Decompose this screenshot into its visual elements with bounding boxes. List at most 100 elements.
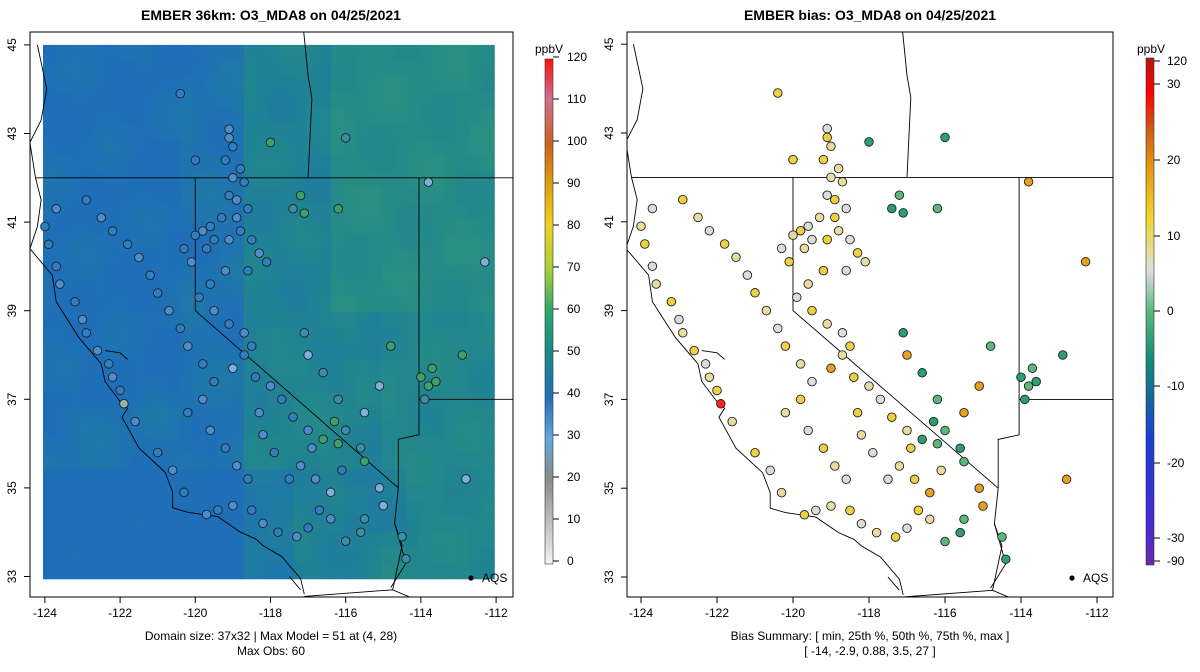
bias-point	[841, 265, 851, 276]
bias-point	[830, 212, 840, 223]
bias-point	[776, 243, 787, 254]
obs-point	[397, 531, 407, 542]
bias-point	[674, 314, 684, 325]
obs-point	[333, 204, 343, 214]
bias-point	[799, 243, 810, 254]
colorbar-tick-label: 10	[567, 512, 581, 526]
obs-point	[220, 443, 231, 453]
obs-point	[273, 527, 283, 537]
x-axis-left: -124 -122 -120 -118 -116 -114 -112	[33, 597, 508, 620]
bias-point	[704, 372, 715, 382]
bias-point	[784, 257, 794, 267]
obs-point	[134, 252, 144, 263]
obs-point	[265, 137, 276, 148]
obs-point	[77, 314, 88, 325]
bias-point	[716, 399, 726, 409]
x-tick-label: -124	[629, 606, 653, 620]
bias-point	[883, 474, 893, 485]
bias-point	[841, 203, 851, 214]
obs-point	[307, 443, 317, 453]
bias-point	[803, 221, 813, 231]
bias-point	[636, 221, 646, 231]
obs-point	[205, 425, 216, 436]
obs-point	[122, 239, 133, 250]
obs-point	[284, 474, 295, 484]
x-tick-label: -114	[1009, 606, 1032, 620]
y-tick-label: 37	[602, 392, 616, 406]
colorbar-right: ppbV 120 30 20 10 0 -10 -20 -30 -90	[1137, 42, 1187, 568]
x-tick-label: -120	[183, 606, 207, 620]
bias-point	[894, 190, 905, 200]
state-boundary	[792, 177, 999, 489]
obs-point	[303, 350, 313, 360]
obs-point	[81, 195, 92, 205]
bias-point	[822, 319, 832, 329]
obs-point	[130, 416, 140, 427]
bias-point	[1016, 372, 1026, 382]
obs-point	[431, 376, 441, 387]
bias-point	[898, 328, 908, 338]
obs-point	[265, 381, 276, 391]
obs-point	[480, 257, 490, 267]
bias-point	[803, 425, 813, 436]
bias-point	[822, 190, 832, 200]
bias-point	[955, 443, 965, 453]
bias-point	[940, 425, 950, 436]
shoreline-detail	[288, 576, 301, 591]
obs-point	[254, 407, 264, 418]
obs-point	[243, 204, 253, 214]
bias-point	[959, 456, 969, 467]
obs-point	[355, 527, 366, 537]
obs-point	[81, 328, 92, 338]
obs-point	[239, 177, 249, 187]
plot-frame-right	[626, 31, 1114, 598]
obs-point	[164, 305, 174, 316]
bias-point	[1080, 257, 1091, 267]
state-boundary	[304, 589, 411, 597]
bias-point	[826, 363, 836, 374]
obs-point	[55, 279, 65, 289]
obs-point	[183, 407, 193, 418]
bias-point	[773, 88, 783, 98]
bias-point	[818, 443, 829, 453]
y-tick-label: 41	[5, 215, 19, 229]
bias-point	[959, 407, 969, 418]
x-tick-label: -122	[705, 606, 729, 620]
bias-point	[925, 514, 935, 525]
y-tick-label: 33	[5, 570, 19, 584]
obs-point	[104, 359, 114, 369]
bias-point	[936, 465, 946, 476]
colorbar-tick-label: 60	[567, 302, 581, 316]
colorbar-tick-label: 40	[567, 386, 581, 400]
obs-point	[145, 270, 155, 281]
obs-point	[419, 394, 430, 405]
y-tick-label: 39	[602, 304, 616, 318]
obs-point	[209, 305, 219, 316]
obs-point	[239, 328, 249, 338]
colorbar-tick-label: -90	[1167, 554, 1185, 568]
colorbar-tick-label: 120	[1167, 54, 1187, 68]
obs-point	[209, 376, 219, 387]
obs-point	[386, 341, 396, 351]
obs-point	[329, 416, 340, 427]
bias-point	[894, 461, 905, 471]
right-title: EMBER bias: O3_MDA8 on 04/25/2021	[744, 7, 996, 23]
footer-left-line2: Max Obs: 60	[237, 644, 305, 658]
y-tick-label: 43	[602, 126, 616, 140]
obs-point	[51, 261, 61, 272]
obs-point	[374, 483, 385, 493]
obs-point	[186, 257, 197, 267]
obs-point	[198, 394, 208, 405]
bias-point	[849, 372, 859, 382]
bias-point	[841, 474, 851, 485]
bias-point	[742, 270, 753, 280]
y-tick-label: 45	[602, 37, 616, 51]
colorbar-tick-label: 70	[567, 260, 581, 274]
x-tick-label: -116	[334, 606, 357, 620]
bias-point	[640, 239, 650, 249]
plot-frame-left	[29, 31, 514, 598]
y-tick-label: 43	[5, 127, 19, 141]
bias-point	[940, 536, 950, 547]
x-tick-label: -124	[33, 606, 57, 620]
